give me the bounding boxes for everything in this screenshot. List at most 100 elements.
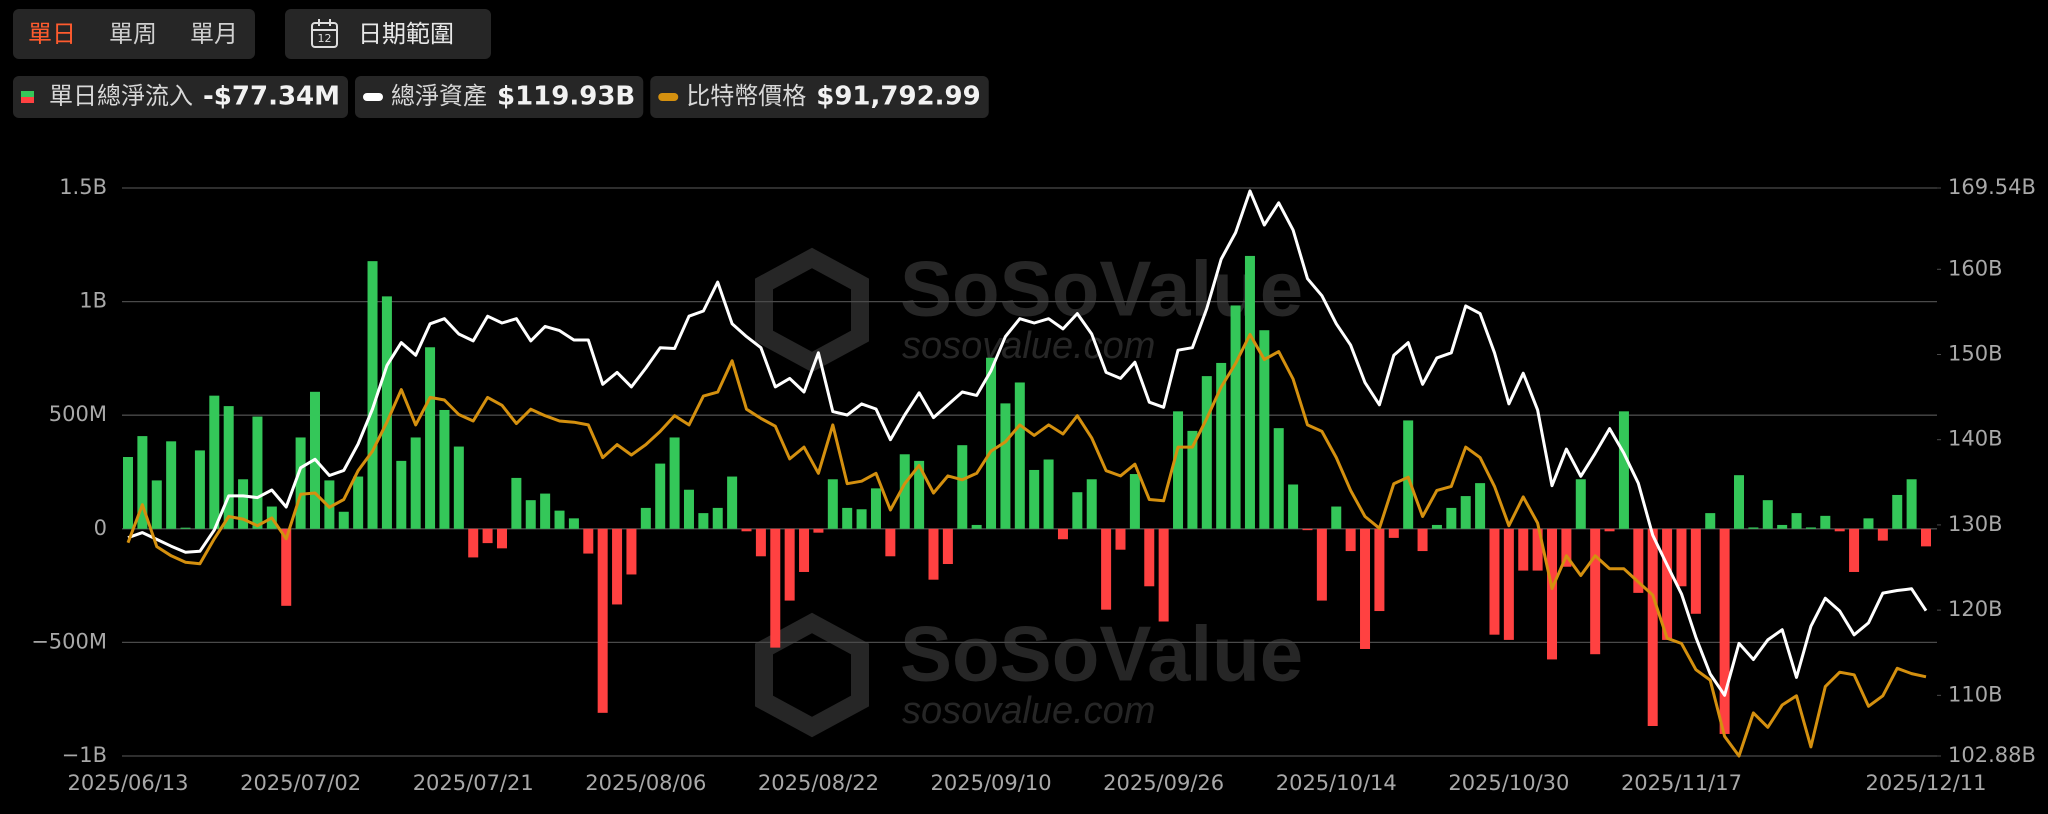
- bar: [1446, 507, 1457, 529]
- bar: [1575, 479, 1586, 529]
- bar: [755, 528, 766, 557]
- period-tab[interactable]: 單月: [190, 20, 238, 48]
- bar: [1244, 255, 1255, 529]
- bar: [1719, 528, 1730, 734]
- bar: [1345, 528, 1356, 552]
- date-range-label[interactable]: 日期範圍: [358, 20, 454, 48]
- x-tick-label: 2025/07/02: [240, 771, 361, 795]
- bar: [1374, 528, 1385, 612]
- bar: [1417, 528, 1428, 552]
- y2-tick-label: 169.54B: [1948, 175, 2036, 199]
- bar: [1863, 518, 1874, 529]
- bar: [597, 528, 608, 713]
- legend-value: $119.93B: [497, 82, 635, 112]
- legend-item[interactable]: 總淨資產 $119.93B: [355, 76, 644, 118]
- watermark-site: sosovalue.com: [902, 325, 1155, 367]
- legend-icon: [363, 93, 383, 101]
- bar: [1173, 411, 1184, 529]
- bar: [827, 479, 838, 529]
- bar: [1734, 475, 1745, 529]
- bar: [540, 493, 551, 529]
- bar: [770, 528, 781, 648]
- bar: [899, 454, 910, 529]
- bar: [223, 406, 234, 529]
- legend-value: -$77.34M: [203, 82, 340, 112]
- bar: [683, 489, 694, 529]
- bar: [1834, 528, 1845, 532]
- legend-item[interactable]: 單日總淨流入 -$77.34M: [13, 76, 348, 118]
- bar: [1532, 528, 1543, 571]
- y-tick-label: 0: [94, 516, 107, 540]
- bar: [1561, 528, 1572, 567]
- bar: [1086, 479, 1097, 529]
- bar: [1187, 430, 1198, 529]
- bar: [137, 436, 148, 529]
- bar: [626, 528, 637, 575]
- bar: [1762, 500, 1773, 529]
- bar: [525, 500, 536, 529]
- bar: [1273, 428, 1284, 529]
- watermark-site: sosovalue.com: [902, 690, 1155, 732]
- bar: [799, 528, 810, 572]
- bar: [1748, 527, 1759, 529]
- bar: [655, 463, 666, 529]
- bar: [295, 437, 306, 529]
- bar: [1503, 528, 1514, 640]
- bar: [1129, 474, 1140, 529]
- watermark-brand: SoSoValue: [900, 610, 1303, 698]
- y-tick-label: −500M: [31, 629, 107, 653]
- legend-value: $91,792.99: [816, 82, 980, 112]
- legend-box: [650, 76, 989, 118]
- legend-icon: [21, 97, 34, 103]
- bar: [238, 479, 249, 529]
- bar: [1791, 513, 1802, 529]
- x-tick-label: 2025/06/13: [67, 771, 188, 795]
- bar: [813, 528, 824, 533]
- legend-box: [13, 76, 348, 118]
- bar: [856, 509, 867, 529]
- bar: [439, 409, 450, 529]
- calendar-day: 12: [318, 32, 332, 45]
- bar: [496, 528, 507, 549]
- bar: [209, 395, 220, 529]
- legend-item[interactable]: 比特幣價格 $91,792.99: [650, 76, 989, 118]
- bar: [1029, 469, 1040, 529]
- bar: [1144, 528, 1155, 587]
- bar: [554, 510, 565, 529]
- legend-label: 單日總淨流入: [49, 82, 193, 110]
- bar: [252, 416, 263, 529]
- bar: [1618, 411, 1629, 529]
- bar: [870, 488, 881, 529]
- bar: [1101, 528, 1112, 610]
- bar: [1820, 515, 1831, 529]
- bar: [986, 357, 997, 529]
- legend-label: 總淨資產: [391, 82, 487, 110]
- bar: [1259, 330, 1270, 529]
- bar: [1647, 528, 1658, 727]
- bar: [324, 480, 335, 529]
- x-tick-label: 2025/10/14: [1276, 771, 1397, 795]
- bar: [1518, 528, 1529, 571]
- period-tab[interactable]: 單周: [109, 20, 157, 48]
- bar: [367, 261, 378, 529]
- bar: [957, 445, 968, 529]
- period-tab[interactable]: 單日: [28, 20, 76, 48]
- y-tick-label: 500M: [49, 402, 107, 426]
- bar: [1057, 528, 1068, 540]
- bar: [1000, 403, 1011, 529]
- bar: [1892, 494, 1903, 529]
- bar: [914, 460, 925, 529]
- bar: [1014, 382, 1025, 529]
- x-tick-label: 2025/07/21: [413, 771, 534, 795]
- bar: [568, 518, 579, 529]
- bar: [1158, 528, 1169, 622]
- bar: [1604, 528, 1615, 532]
- legend-icon: [21, 91, 34, 97]
- bar: [338, 511, 349, 529]
- legend-icon: [658, 93, 679, 101]
- bar: [1331, 506, 1342, 529]
- y-tick-label: 1B: [79, 289, 107, 313]
- bar: [583, 528, 594, 554]
- bar: [1633, 528, 1644, 593]
- bar: [281, 528, 292, 606]
